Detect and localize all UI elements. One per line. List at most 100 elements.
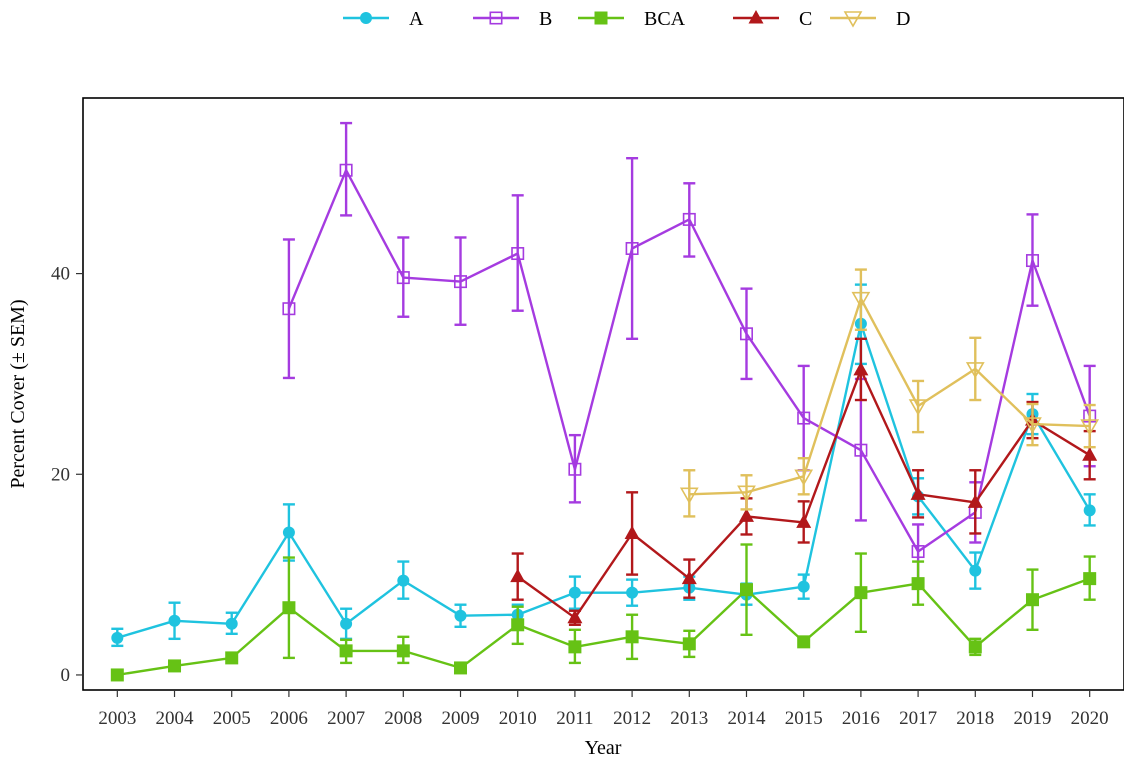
series-bca-point (911, 577, 925, 591)
series-bca-point (1083, 572, 1097, 586)
series-c-point (1082, 447, 1098, 461)
y-axis-title: Percent Cover (± SEM) (7, 299, 29, 488)
x-tick-label: 2014 (727, 708, 766, 729)
series-a-point (969, 564, 982, 577)
series-bca-point (682, 637, 696, 651)
series-b-point (454, 275, 468, 289)
x-tick-label: 2005 (213, 708, 251, 729)
series-a-point (111, 631, 124, 644)
legend-marker (489, 11, 503, 25)
legend-item-a: A (343, 8, 424, 30)
x-tick-label: 2004 (156, 708, 195, 729)
series-b-point (682, 212, 696, 226)
series-c-point (624, 525, 640, 539)
series-bca-point (282, 601, 296, 615)
series-d (679, 268, 1100, 518)
series-b-point (854, 443, 868, 457)
series-b (282, 121, 1097, 580)
x-tick-label: 2017 (899, 708, 937, 729)
x-tick-label: 2010 (499, 708, 537, 729)
series-d-point (908, 399, 928, 416)
series-a-point (168, 614, 181, 627)
y-tick-label: 20 (51, 464, 70, 485)
x-tick-label: 2006 (270, 708, 308, 729)
series-c-point (567, 609, 583, 624)
series-c-point (510, 568, 526, 583)
series-bca-point (225, 651, 239, 665)
series-a-point (1083, 504, 1096, 517)
y-axis: 0 20 40 (51, 264, 83, 686)
series-bca-point (968, 640, 982, 654)
legend-label: D (896, 8, 910, 30)
x-tick-label: 2008 (384, 708, 422, 729)
series-b-point (396, 271, 410, 285)
series-bca-point (110, 668, 124, 682)
y-tick-label: 40 (51, 264, 70, 285)
series-d-line (689, 297, 1090, 496)
series-d-point (1023, 417, 1042, 434)
x-tick-label: 2015 (785, 708, 823, 729)
x-axis: 2003 2004 2005 2006 2007 2008 2009 2010 2011 2012… (98, 690, 1109, 729)
legend-item-c: C (733, 8, 812, 30)
legend-marker (360, 12, 372, 24)
series-a-point (797, 580, 810, 593)
legend-item-bca: BCA (578, 8, 686, 30)
series-d-point (679, 487, 699, 504)
series-c-point (738, 508, 754, 522)
x-tick-label: 2011 (556, 708, 593, 729)
x-tick-label: 2016 (842, 708, 880, 729)
legend-label: A (409, 8, 424, 30)
series-b-point (625, 242, 639, 256)
series-b-point (568, 462, 582, 476)
series-bca (110, 543, 1097, 682)
series-bca-line (117, 577, 1091, 677)
series-d-point (794, 469, 814, 486)
series-a-point (282, 526, 295, 539)
x-axis-title: Year (585, 737, 622, 759)
series-d-point (737, 485, 756, 502)
plot-panel (82, 97, 1124, 691)
series-b-point (511, 247, 525, 261)
series-b-point (1025, 254, 1039, 268)
legend-item-b: B (473, 8, 552, 30)
series-bca-point (854, 586, 868, 600)
series-c-point (796, 514, 812, 528)
series-c (510, 337, 1098, 626)
series-a-point (626, 586, 639, 599)
x-tick-label: 2003 (98, 708, 136, 729)
series-c-point (967, 494, 983, 508)
series-b-line (287, 168, 1091, 553)
series-a-point (454, 609, 467, 622)
series-layer (110, 121, 1100, 682)
legend-label: BCA (644, 8, 686, 30)
series-bca-point (454, 661, 468, 675)
x-tick-label: 2013 (670, 708, 708, 729)
series-b-error-bar (282, 238, 295, 380)
series-b-point (911, 545, 925, 559)
series-a-point (568, 586, 581, 599)
series-bca-point (739, 583, 753, 597)
series-a-point (397, 574, 410, 587)
x-tick-label: 2019 (1013, 708, 1051, 729)
series-b-point (797, 411, 811, 425)
legend: A B BCA C D (343, 8, 910, 30)
x-tick-label: 2009 (442, 708, 480, 729)
x-tick-label: 2020 (1071, 708, 1109, 729)
series-bca-point (797, 635, 811, 649)
legend-item-d: D (830, 8, 910, 30)
series-bca-point (1025, 593, 1039, 607)
series-bca-point (568, 640, 582, 654)
series-d-point (851, 291, 871, 309)
series-bca-point (339, 644, 353, 658)
series-b-point (282, 302, 296, 316)
y-tick-label: 0 (61, 665, 71, 686)
series-b-point (739, 327, 753, 341)
series-c-point (853, 361, 869, 376)
series-d-point (1080, 419, 1100, 436)
legend-marker (594, 11, 608, 25)
series-bca-point (168, 659, 182, 673)
series-bca-point (511, 618, 525, 632)
x-tick-label: 2018 (956, 708, 994, 729)
series-c-point (910, 486, 926, 500)
